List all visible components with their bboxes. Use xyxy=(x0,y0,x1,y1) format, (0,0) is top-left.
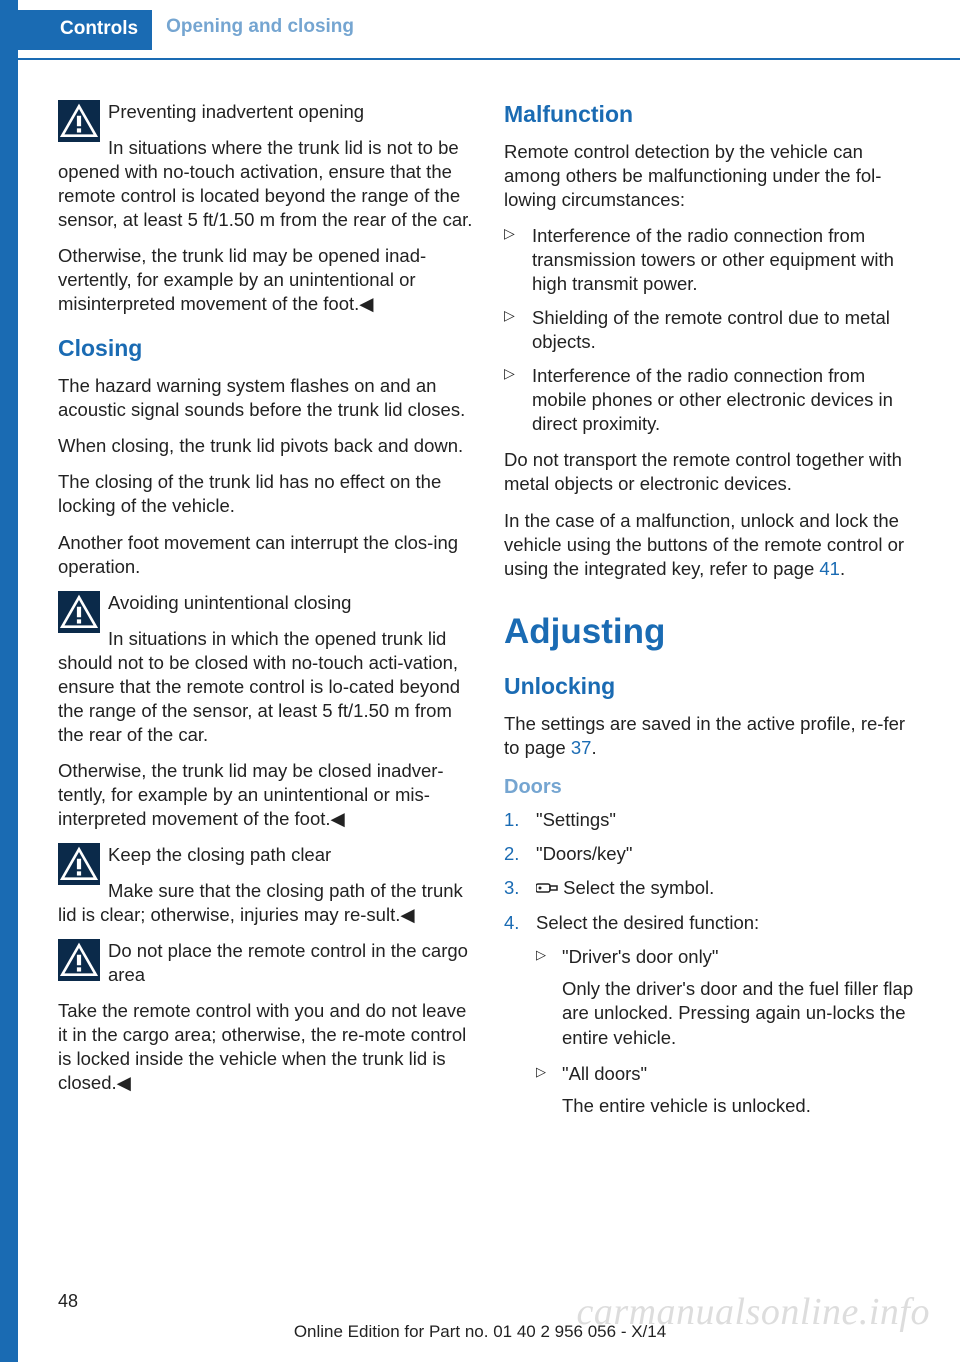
paragraph: In the case of a malfunction, unlock and… xyxy=(504,509,920,581)
page-content: Preventing inadvertent opening In situat… xyxy=(58,100,920,1272)
key-symbol-icon xyxy=(536,877,558,901)
paragraph: The settings are saved in the active pro… xyxy=(504,712,920,760)
list-item: Shielding of the remote control due to m… xyxy=(504,306,920,354)
warning-title: Do not place the remote control in the c… xyxy=(108,940,468,985)
sub-option-desc: The entire vehicle is unlocked. xyxy=(562,1094,920,1118)
warning-icon xyxy=(58,939,100,981)
paragraph: The hazard warning system flashes on and… xyxy=(58,374,474,422)
paragraph: Remote control detection by the vehicle … xyxy=(504,140,920,212)
sub-option: ▷"Driver's door only" Only the driver's … xyxy=(536,945,920,1049)
heading-malfunction: Malfunction xyxy=(504,100,920,130)
page-number: 48 xyxy=(58,1291,78,1312)
header-section-active: Controls xyxy=(18,10,152,50)
paragraph: Otherwise, the trunk lid may be opened i… xyxy=(58,244,474,316)
sub-options-list: ▷"Driver's door only" Only the driver's … xyxy=(536,945,920,1117)
list-item: Interference of the radio connection fro… xyxy=(504,224,920,296)
step-item: 2."Doors/key" xyxy=(504,842,920,866)
heading-unlocking: Unlocking xyxy=(504,672,920,702)
warning-body: Take the remote control with you and do … xyxy=(58,999,474,1095)
paragraph: The closing of the trunk lid has no effe… xyxy=(58,470,474,518)
left-accent-bar xyxy=(0,0,18,1362)
page-ref: 37 xyxy=(571,737,592,758)
heading-closing: Closing xyxy=(58,334,474,364)
warning-title: Preventing inadvertent opening xyxy=(108,101,364,122)
malfunction-list: Interference of the radio connection fro… xyxy=(504,224,920,436)
paragraph: When closing, the trunk lid pivots back … xyxy=(58,434,474,458)
header-section-inactive: Opening and closing xyxy=(152,8,368,48)
steps-list: 1."Settings" 2."Doors/key" 3. Select the… xyxy=(504,808,920,1118)
warning-icon xyxy=(58,843,100,885)
heading-adjusting: Adjusting xyxy=(504,609,920,655)
paragraph: Otherwise, the trunk lid may be closed i… xyxy=(58,759,474,831)
warning-icon xyxy=(58,100,100,142)
page-header: Controls Opening and closing xyxy=(18,0,960,60)
footer-edition: Online Edition for Part no. 01 40 2 956 … xyxy=(0,1322,960,1342)
warning-title: Keep the closing path clear xyxy=(108,844,331,865)
list-item: Interference of the radio connection fro… xyxy=(504,364,920,436)
step-item: 3. Select the symbol. xyxy=(504,876,920,901)
warning-title: Avoiding unintentional closing xyxy=(108,592,351,613)
sub-option-desc: Only the driver's door and the fuel fill… xyxy=(562,977,920,1049)
step-item: 1."Settings" xyxy=(504,808,920,832)
paragraph: Another foot movement can interrupt the … xyxy=(58,531,474,579)
paragraph: Do not transport the remote control toge… xyxy=(504,448,920,496)
heading-doors: Doors xyxy=(504,774,920,800)
page-ref: 41 xyxy=(819,558,840,579)
warning-body: In situations where the trunk lid is not… xyxy=(58,136,474,232)
sub-option: ▷"All doors" The entire vehicle is unloc… xyxy=(536,1062,920,1118)
warning-icon xyxy=(58,591,100,633)
warning-body: In situations in which the opened trunk … xyxy=(58,627,474,747)
warning-body: Make sure that the closing path of the t… xyxy=(58,879,474,927)
step-item: 4.Select the desired function: ▷"Driver'… xyxy=(504,911,920,1117)
